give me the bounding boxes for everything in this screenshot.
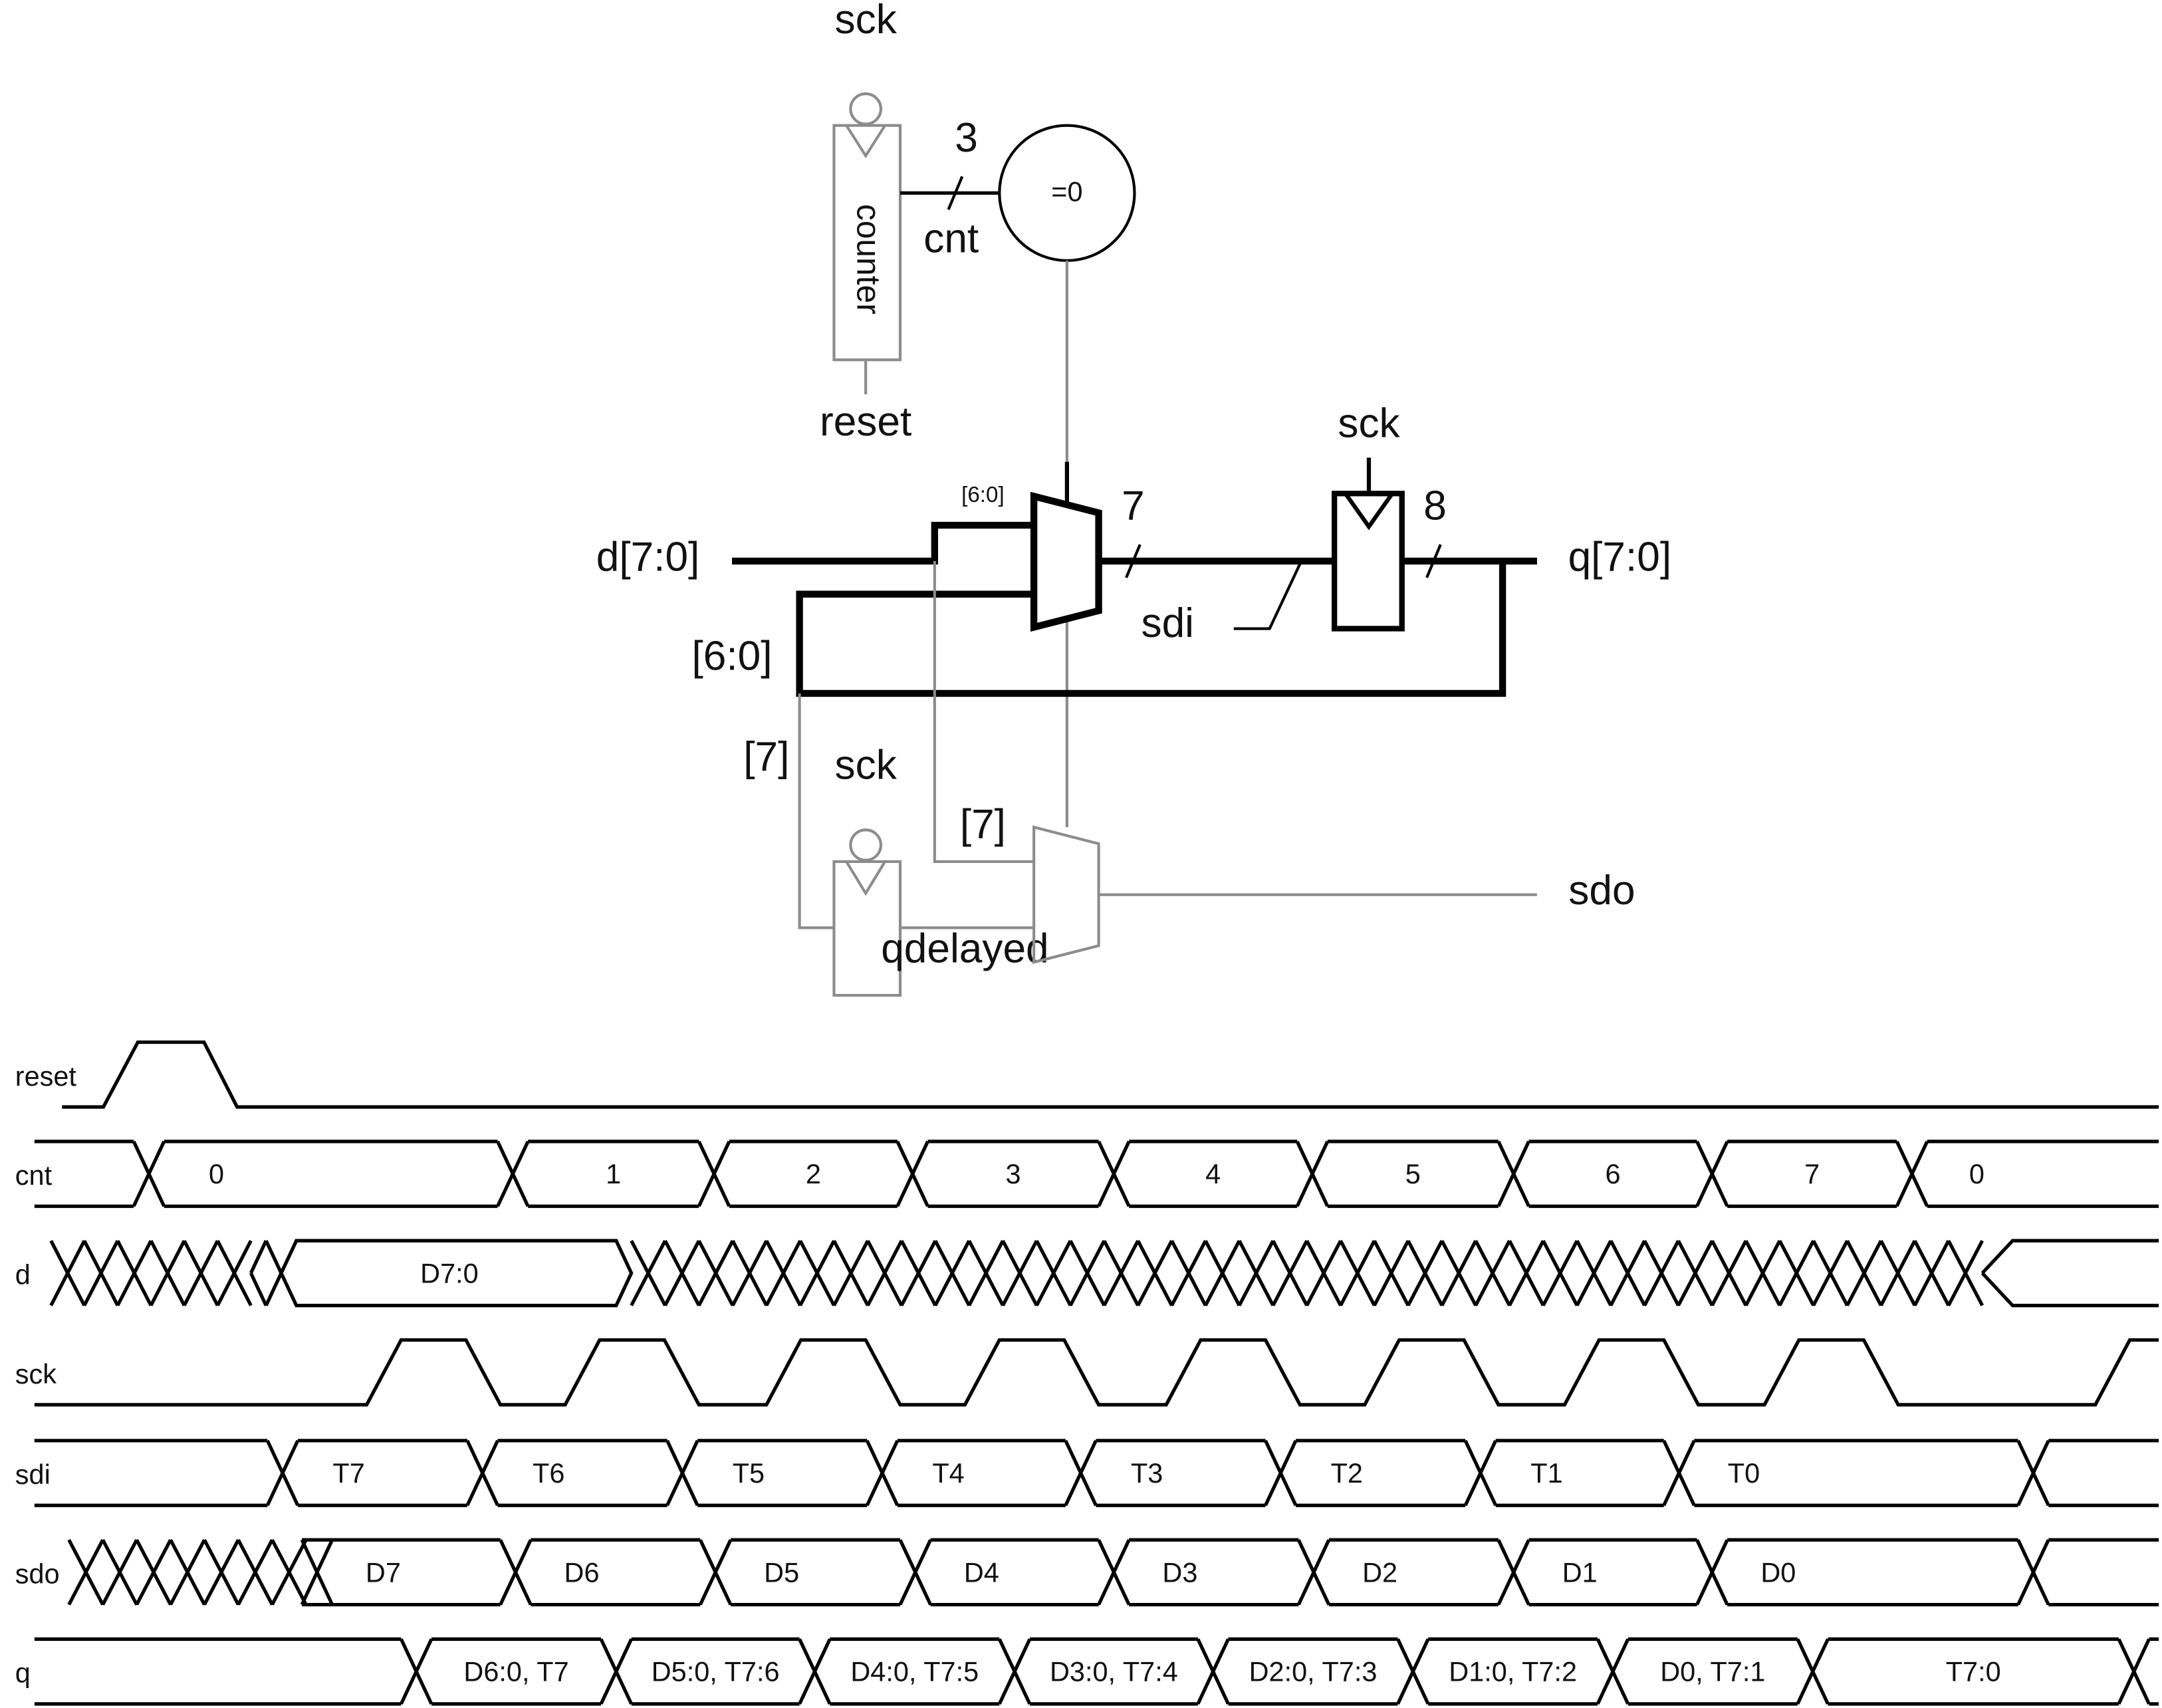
delay-clock-inversion-bubble [849, 828, 883, 862]
q-value: D6:0, T7 [463, 1656, 568, 1687]
cnt-bus-slash [947, 176, 964, 210]
cnt-value: 5 [1405, 1158, 1421, 1189]
cnt-value: 3 [1005, 1158, 1021, 1189]
cnt-value: 4 [1205, 1158, 1221, 1189]
d-valid-window [279, 1239, 634, 1308]
cnt-value: 6 [1605, 1158, 1620, 1189]
sdi-value: T2 [1331, 1457, 1363, 1489]
signal-label-sdo: sdo [15, 1558, 60, 1589]
sdo-value: D7 [366, 1556, 401, 1588]
d-input-wire [732, 521, 1034, 565]
d-value: D7:0 [420, 1257, 479, 1288]
d-left-undefined-hatch [49, 1239, 253, 1306]
sdo-waveform [300, 1538, 2159, 1607]
register-clock-triangle [1344, 492, 1394, 531]
cnt-bus: 3 cnt [900, 115, 1000, 261]
signal-label-cnt: cnt [15, 1159, 53, 1191]
zero-detect: =0 [998, 124, 1136, 828]
cnt-waveform [34, 1140, 2159, 1208]
msb-wire-left [798, 693, 834, 929]
signal-label-d: d [15, 1259, 31, 1290]
reset-waveform [62, 1040, 2159, 1109]
register-block [1332, 491, 1405, 632]
mux-output-width: 7 [1122, 483, 1145, 529]
q-value: D3:0, T7:4 [1050, 1656, 1178, 1687]
counter-clock-inversion-bubble [849, 92, 883, 126]
sdi-value: T1 [1530, 1457, 1562, 1489]
d-edge [249, 1240, 283, 1306]
d-right-undefined-hatch [630, 1239, 1984, 1306]
cnt-value: 7 [1804, 1158, 1820, 1189]
sdi-value: T7 [332, 1457, 364, 1489]
q-value: D0, T7:1 [1660, 1656, 1765, 1687]
register-width: 8 [1423, 483, 1447, 529]
sdo-value: D0 [1760, 1556, 1796, 1588]
output-mux [1032, 825, 1100, 964]
cnt-value: 2 [806, 1158, 821, 1189]
cnt-signal-label: cnt [923, 215, 979, 261]
sdi-pointer [1233, 560, 1303, 630]
msb-wire-right [933, 560, 1034, 864]
sdo-output-label: sdo [1568, 868, 1635, 914]
counter-clock-triangle [845, 124, 886, 159]
zero-detect-label: =0 [1051, 176, 1082, 207]
signal-label-sdi: sdi [15, 1459, 51, 1490]
q-value: T7:0 [1946, 1656, 2001, 1687]
sdo-left-undefined-hatch [67, 1538, 308, 1606]
sdi-value: T5 [733, 1457, 765, 1489]
counter-reset-label: reset [820, 399, 911, 445]
msb-slice-right: [7] [960, 802, 1006, 848]
mux-input-slice: [6:0] [961, 483, 1005, 507]
q-value: D1:0, T7:2 [1449, 1656, 1577, 1687]
cnt-value: 1 [606, 1158, 621, 1189]
counter-block: sck counter reset [820, 0, 911, 445]
cnt-bus-width: 3 [955, 115, 978, 161]
sdo-value: D3 [1162, 1556, 1197, 1588]
register-clock-label: sck [1338, 400, 1400, 446]
input-mux [1030, 491, 1102, 632]
q-value: D2:0, T7:3 [1249, 1656, 1378, 1687]
msb-slice-left: [7] [743, 734, 789, 780]
schematic: sck counter reset 3 cnt =0 d[7:0] [596, 0, 1672, 997]
sdi-value: T4 [932, 1457, 964, 1489]
q-value: D4:0, T7:5 [850, 1656, 979, 1687]
delay-clock-label: sck [835, 743, 898, 789]
sdo-value: D4 [964, 1556, 999, 1588]
sdo-value: D5 [764, 1556, 799, 1588]
sdi-value: T6 [533, 1457, 564, 1489]
d-tail [1981, 1239, 2159, 1308]
d-input-label: d[7:0] [596, 534, 700, 580]
sdo-value: D6 [564, 1556, 600, 1588]
counter-clock-label: sck [835, 0, 898, 43]
q-bus-slash [1425, 544, 1442, 578]
q-value: D5:0, T7:6 [652, 1656, 780, 1687]
signal-label-q: q [15, 1657, 31, 1689]
feedback-slice-label: [6:0] [692, 634, 773, 679]
sdi-label: sdi [1141, 600, 1194, 646]
delay-clock-triangle [845, 860, 886, 896]
sdo-path: [7] [7] sck qdelayed sdo [743, 560, 1635, 997]
shift-register: sck 8 q[7:0] [1332, 400, 1672, 632]
q-waveform [34, 1637, 2159, 1706]
signal-label-reset: reset [15, 1060, 77, 1092]
q-output-label: q[7:0] [1568, 534, 1672, 580]
cnt-value: 0 [209, 1158, 224, 1189]
sdo-value: D1 [1562, 1556, 1598, 1588]
data-path: d[7:0] [6:0] 7 [6:0] sdi [596, 483, 1506, 697]
sck-waveform [34, 1338, 2159, 1407]
signal-label-sck: sck [15, 1358, 57, 1390]
timing-diagram: reset cnt 0 1 2 3 4 5 6 7 0 d D7:0 sck sdi T7 T6 T5 T4 T3 T2… [15, 1040, 2159, 1706]
sdi-value: T3 [1131, 1457, 1163, 1489]
mux-output-slash [1125, 544, 1141, 578]
sdi-value: T0 [1728, 1457, 1760, 1489]
qdelayed-label: qdelayed [881, 925, 1048, 971]
counter-label: counter [850, 204, 888, 314]
sdo-value: D2 [1362, 1556, 1397, 1588]
cnt-value: 0 [1969, 1158, 1984, 1189]
sdi-waveform [34, 1439, 2159, 1507]
